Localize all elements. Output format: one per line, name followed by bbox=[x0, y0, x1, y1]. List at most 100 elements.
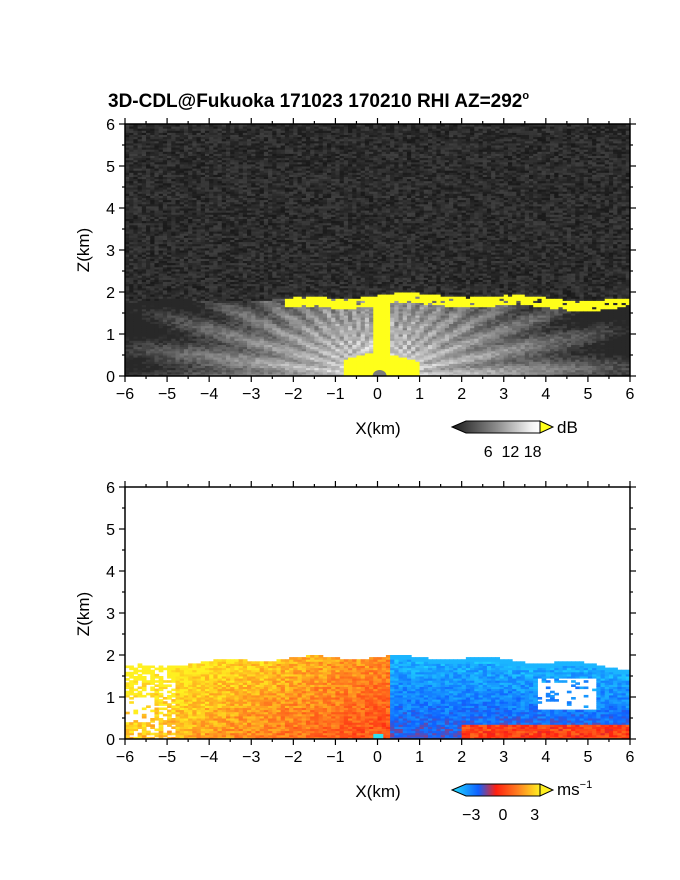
intensity-cell bbox=[280, 321, 286, 324]
intensity-cell bbox=[284, 149, 290, 152]
intensity-cell bbox=[217, 331, 223, 335]
intensity-cell bbox=[179, 161, 185, 165]
intensity-cell bbox=[129, 222, 134, 226]
intensity-cell bbox=[272, 178, 277, 182]
intensity-cell bbox=[133, 237, 139, 240]
intensity-cell bbox=[154, 153, 160, 156]
intensity-cell bbox=[280, 369, 286, 373]
intensity-cell bbox=[268, 145, 273, 148]
intensity-cell bbox=[129, 313, 134, 316]
intensity-cell bbox=[146, 340, 151, 343]
intensity-cell bbox=[280, 254, 286, 257]
intensity-cell bbox=[167, 275, 172, 278]
intensity-cell bbox=[297, 275, 303, 278]
intensity-cell bbox=[154, 205, 160, 209]
intensity-cell bbox=[209, 359, 214, 362]
intensity-cell bbox=[263, 182, 269, 186]
intensity-cell bbox=[247, 191, 252, 194]
intensity-cell bbox=[263, 218, 269, 222]
intensity-cell bbox=[226, 176, 231, 180]
intensity-cell bbox=[146, 182, 151, 186]
intensity-cell bbox=[247, 187, 252, 190]
intensity-cell bbox=[230, 342, 235, 345]
intensity-cell bbox=[272, 142, 277, 146]
intensity-cell bbox=[175, 277, 181, 280]
intensity-cell bbox=[209, 262, 214, 266]
intensity-cell bbox=[280, 140, 286, 144]
intensity-cell bbox=[129, 124, 134, 127]
intensity-cell bbox=[234, 277, 240, 280]
intensity-cell bbox=[230, 130, 235, 133]
intensity-cell bbox=[137, 313, 143, 316]
intensity-cell bbox=[209, 174, 214, 177]
intensity-cell bbox=[200, 161, 206, 165]
intensity-cell bbox=[230, 296, 235, 299]
intensity-cell bbox=[209, 363, 214, 366]
intensity-cell bbox=[183, 373, 189, 376]
intensity-cell bbox=[234, 346, 240, 350]
intensity-cell bbox=[175, 210, 181, 213]
intensity-cell bbox=[226, 279, 231, 282]
intensity-cell bbox=[158, 193, 164, 196]
intensity-cell bbox=[242, 176, 248, 180]
intensity-cell bbox=[251, 266, 256, 270]
intensity-cell bbox=[297, 308, 303, 312]
intensity-cell bbox=[247, 321, 252, 324]
intensity-cell bbox=[247, 210, 252, 213]
intensity-cell bbox=[146, 350, 151, 354]
intensity-cell bbox=[209, 241, 214, 245]
intensity-cell bbox=[171, 235, 176, 238]
intensity-cell bbox=[255, 208, 261, 211]
intensity-cell bbox=[146, 222, 151, 226]
intensity-cell bbox=[204, 327, 210, 331]
intensity-cell bbox=[226, 218, 231, 222]
intensity-cell bbox=[175, 153, 181, 156]
intensity-cell bbox=[238, 214, 244, 217]
intensity-cell bbox=[259, 195, 265, 198]
intensity-cell bbox=[192, 224, 198, 228]
intensity-cell bbox=[226, 189, 231, 192]
intensity-cell bbox=[192, 292, 198, 295]
intensity-cell bbox=[272, 210, 277, 213]
intensity-cell bbox=[192, 142, 198, 146]
intensity-cell bbox=[221, 155, 227, 159]
intensity-cell bbox=[133, 317, 139, 320]
intensity-cell bbox=[242, 283, 248, 287]
intensity-cell bbox=[192, 124, 198, 127]
intensity-cell bbox=[284, 187, 290, 190]
intensity-cell bbox=[158, 262, 164, 266]
intensity-cell bbox=[234, 157, 240, 161]
intensity-cell bbox=[280, 166, 286, 169]
intensity-cell bbox=[179, 325, 185, 329]
intensity-cell bbox=[213, 172, 219, 175]
intensity-cell bbox=[204, 266, 210, 270]
intensity-cell bbox=[141, 346, 147, 350]
intensity-cell bbox=[137, 208, 143, 211]
intensity-cell bbox=[146, 243, 151, 247]
intensity-cell bbox=[251, 304, 256, 308]
intensity-cell bbox=[200, 252, 206, 255]
intensity-cell bbox=[247, 334, 252, 337]
intensity-cell bbox=[209, 203, 214, 207]
intensity-cell bbox=[217, 214, 223, 217]
intensity-cell bbox=[251, 321, 256, 324]
intensity-cell bbox=[293, 313, 299, 316]
intensity-cell bbox=[179, 226, 185, 230]
intensity-cell bbox=[146, 273, 151, 276]
intensity-cell bbox=[255, 294, 261, 297]
intensity-cell bbox=[150, 214, 155, 217]
intensity-cell bbox=[263, 323, 269, 327]
intensity-cell bbox=[213, 134, 219, 138]
intensity-cell bbox=[234, 201, 240, 205]
intensity-cell bbox=[284, 189, 290, 192]
intensity-cell bbox=[276, 348, 282, 352]
intensity-cell bbox=[242, 195, 248, 198]
intensity-cell bbox=[230, 128, 235, 131]
intensity-cell bbox=[204, 317, 210, 320]
intensity-cell bbox=[217, 237, 223, 240]
intensity-cell bbox=[196, 264, 202, 268]
intensity-cell bbox=[154, 373, 160, 376]
intensity-cell bbox=[179, 258, 185, 261]
intensity-cell bbox=[226, 205, 231, 209]
intensity-cell bbox=[276, 218, 282, 222]
